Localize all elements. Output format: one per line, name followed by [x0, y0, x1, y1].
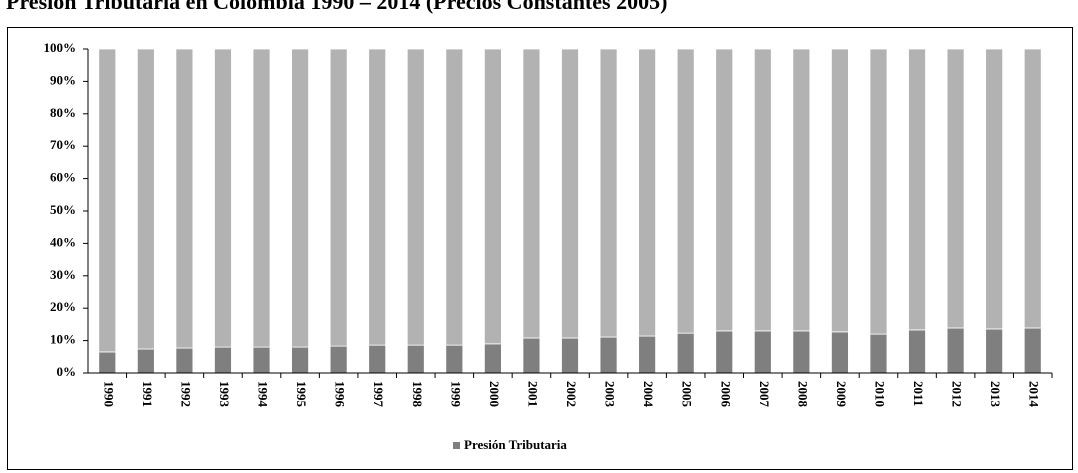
y-tick-label: 10% — [50, 332, 76, 347]
bar-segment — [753, 48, 772, 332]
bar-segment — [831, 48, 849, 333]
bar-segment — [98, 48, 117, 353]
bar-segment — [908, 48, 926, 331]
x-tick-label: 1999 — [448, 381, 463, 408]
bar-segment — [908, 329, 926, 374]
bar-segment — [136, 348, 155, 374]
bar-segment — [561, 337, 579, 374]
x-tick-label: 1993 — [217, 381, 232, 408]
legend-swatch — [453, 442, 460, 449]
legend-label: Presión Tributaria — [464, 437, 567, 452]
x-tick-label: 2014 — [1027, 381, 1042, 408]
chart-title: Presión Tributaria en Colombia 1990 – 20… — [6, 0, 667, 14]
x-tick-label: 2009 — [834, 381, 849, 408]
y-tick-label: 90% — [50, 72, 76, 87]
x-tick-label: 1997 — [371, 381, 386, 408]
bar-segment — [483, 343, 502, 374]
bar-segment — [98, 351, 117, 374]
bar-segment — [291, 346, 309, 374]
bar-segment — [522, 337, 541, 374]
bar-segment — [561, 48, 579, 339]
bar-segment — [214, 346, 232, 374]
y-tick-label: 0% — [57, 364, 77, 379]
bar-segment — [291, 48, 309, 348]
y-tick-label: 40% — [50, 234, 76, 249]
bar-segment — [329, 48, 348, 347]
x-tick-label: 2012 — [950, 381, 965, 407]
bar-segment — [214, 48, 232, 348]
y-tick-label: 20% — [50, 299, 76, 314]
bar-segment — [445, 48, 464, 346]
bar-segment — [599, 336, 618, 374]
y-tick-label: 100% — [44, 40, 77, 55]
y-tick-label: 50% — [50, 202, 76, 217]
bar-segment — [869, 333, 888, 374]
x-tick-label: 1994 — [256, 381, 271, 408]
x-tick-label: 1991 — [140, 381, 155, 407]
x-tick-label: 2007 — [757, 381, 772, 408]
x-tick-label: 2010 — [872, 381, 887, 407]
x-tick-label: 2011 — [911, 381, 926, 406]
x-tick-label: 2006 — [718, 381, 733, 408]
x-tick-label: 2003 — [603, 381, 618, 408]
bar-segment — [638, 48, 657, 337]
bar-segment — [136, 48, 155, 350]
bar-segment — [445, 344, 464, 374]
chart-border — [7, 27, 1073, 470]
x-tick-label: 2008 — [795, 381, 810, 408]
bar-segment — [329, 345, 348, 374]
x-tick-label: 2013 — [988, 381, 1003, 408]
bar-segment — [946, 327, 965, 374]
bar-segment — [483, 48, 502, 345]
x-tick-label: 1992 — [178, 381, 193, 407]
y-tick-label: 30% — [50, 267, 76, 282]
x-tick-label: 1998 — [410, 381, 425, 408]
y-tick-label: 70% — [50, 137, 76, 152]
bar-segment — [753, 330, 772, 374]
bar-segment — [676, 48, 695, 334]
bar-segment — [368, 344, 387, 374]
x-tick-label: 2005 — [680, 381, 695, 408]
bar-segment — [715, 48, 734, 332]
bar-segment — [1023, 327, 1042, 374]
x-tick-label: 1995 — [294, 381, 309, 408]
y-tick-label: 80% — [50, 105, 76, 120]
bar-segment — [831, 331, 849, 374]
bar-segment — [715, 330, 734, 374]
bar-segment — [406, 48, 425, 346]
x-tick-label: 2004 — [641, 381, 656, 408]
bar-segment — [175, 347, 194, 374]
bar-segment — [522, 48, 541, 339]
bar-segment — [638, 335, 657, 374]
bar-segment — [368, 48, 387, 346]
bar-segment — [869, 48, 888, 335]
bar-segment — [985, 48, 1004, 330]
bar-segment — [946, 48, 965, 329]
x-tick-label: 2001 — [525, 381, 540, 407]
bar-segment — [676, 332, 695, 374]
bar-segment — [406, 344, 425, 374]
y-tick-label: 60% — [50, 170, 76, 185]
bar-segment — [175, 48, 194, 349]
bar-segment — [599, 48, 618, 338]
x-tick-label: 1996 — [333, 381, 348, 408]
bar-segment — [792, 48, 811, 332]
x-tick-label: 2000 — [487, 381, 502, 407]
x-tick-label: 1990 — [101, 381, 116, 407]
bar-segment — [792, 330, 811, 374]
bar-segment — [252, 346, 271, 374]
bar-segment — [985, 328, 1004, 374]
bar-segment — [1023, 48, 1042, 329]
x-tick-label: 2002 — [564, 381, 579, 407]
bar-segment — [252, 48, 271, 348]
